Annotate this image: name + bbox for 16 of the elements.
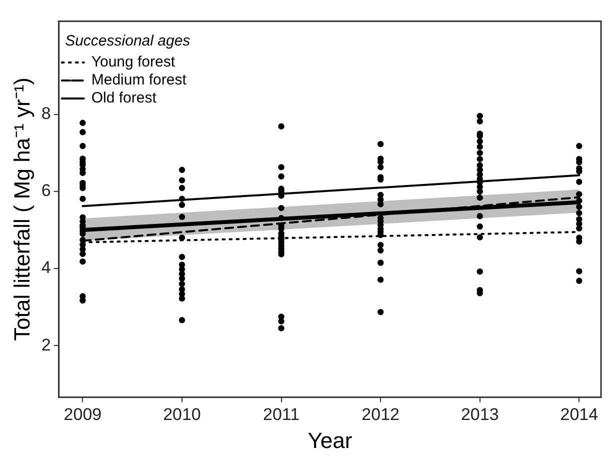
x-tick-label: 2013 — [460, 405, 499, 424]
y-tick-label: 4 — [41, 258, 51, 278]
legend-label: Old forest — [91, 90, 158, 107]
x-axis-title: Year — [308, 428, 352, 453]
y-axis-title: Total litterfall ( Mg ha⁻¹ yr⁻¹) — [9, 78, 34, 341]
y-tick-label: 8 — [41, 104, 51, 124]
y-tick-label: 6 — [41, 181, 51, 200]
legend-label: Young forest — [91, 54, 176, 71]
x-tick-label: 2009 — [64, 405, 102, 424]
y-tick-label: 2 — [41, 335, 51, 354]
legend-label: Medium forest — [91, 72, 188, 89]
x-tick-label: 2012 — [362, 405, 400, 424]
legend-title: Successional ages — [65, 32, 191, 50]
x-tick-label: 2014 — [560, 405, 598, 424]
x-tick-label: 2010 — [163, 405, 201, 424]
x-tick-label: 2011 — [262, 405, 300, 424]
